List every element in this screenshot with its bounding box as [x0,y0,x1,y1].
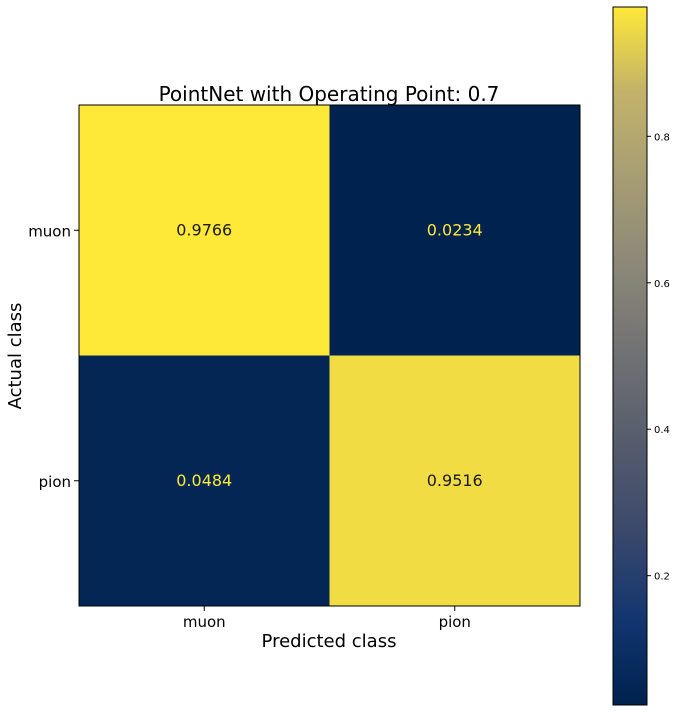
plot-frame [78,104,581,607]
chart-title: PointNet with Operating Point: 0.7 [159,82,500,106]
cell-value-label: 0.9516 [427,471,483,490]
colorbar-tick-label: 0.6 [654,279,670,290]
colorbar-tick-label: 0.4 [654,425,670,436]
cell-value-label: 0.9766 [176,220,232,239]
heatmap-cell-muon-pion [329,105,580,356]
x-tick-label: muon [183,613,226,631]
cell-value-label: 0.0234 [427,220,483,239]
y-tick-label: muon [28,222,71,240]
x-tick-label: pion [439,613,471,631]
colorbar [612,6,648,706]
heatmap-cell-muon-muon [79,105,330,356]
heatmap-cell-pion-pion [329,355,580,606]
y-tick-label: pion [39,473,71,491]
cell-value-label: 0.0484 [176,471,232,490]
colorbar-tick-label: 0.8 [654,132,670,143]
heatmap-cell-pion-muon [79,355,330,606]
heatmap-cells: 0.9766 0.0234 0.0484 0.9516 [79,105,580,606]
colorbar-ticks: 0.2 0.4 0.6 0.8 [647,132,670,583]
x-axis-label: Predicted class [262,631,397,652]
colorbar-tick-label: 0.2 [654,572,670,583]
y-axis-ticks: muon pion [28,222,79,491]
y-axis-label: Actual class [5,303,26,410]
x-axis-ticks: muon pion [183,606,471,631]
